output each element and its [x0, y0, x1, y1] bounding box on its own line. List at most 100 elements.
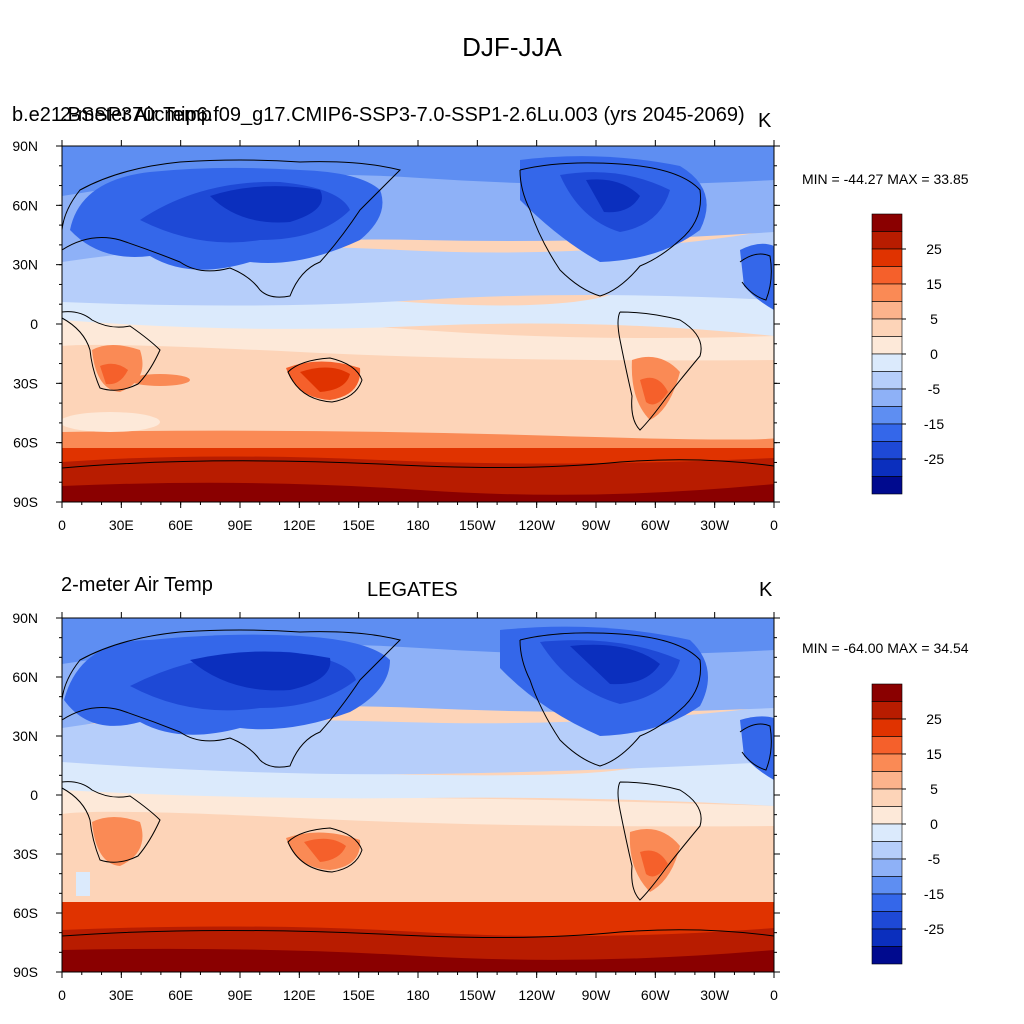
top-lat-label: 60N [12, 197, 38, 213]
bottom-colorbar-label: 25 [926, 711, 942, 727]
bottom-antarctic-max [62, 948, 774, 972]
top-lat-label: 60S [13, 435, 38, 451]
map-axes: 0 30E 60E 90E 120E 150E 180 150W 120W 90W 60W 30W 0 9… [12, 138, 780, 1003]
bottom-europe-coast [739, 723, 772, 771]
top-colorbar-box [871, 388, 903, 407]
top-namerica-coast [519, 162, 702, 297]
top-lon-label: 180 [406, 517, 430, 533]
bottom-colorbar-label: 15 [926, 746, 942, 762]
top-colorbar-box [871, 231, 903, 250]
bottom-colorbar-box [871, 718, 903, 737]
bottom-panel-left-title: 2-meter Air Temp [61, 574, 213, 596]
top-panel-minmax: MIN = -44.27 MAX = 33.85 [802, 171, 969, 187]
bottom-colorbar: 25 15 5 0 -5 -15 -25 [871, 683, 944, 965]
bottom-colorbar-box [871, 683, 903, 702]
bottom-coastlines [62, 629, 774, 939]
bottom-colorbar-box [871, 928, 903, 947]
top-colorbar-box [871, 283, 903, 302]
top-europe-edge-cold [740, 243, 774, 310]
bottom-lon-label: 60E [168, 987, 193, 1003]
bottom-colorbar-box [871, 736, 903, 755]
top-colorbar-box [871, 458, 903, 477]
top-lon-label: 90E [228, 517, 253, 533]
bottom-ocean-cool-patch [76, 872, 90, 896]
bottom-africa-south-warm [92, 817, 143, 866]
bottom-lon-label: 30W [700, 987, 730, 1003]
top-australia-core [300, 367, 350, 392]
top-lon-label: 0 [58, 517, 66, 533]
top-tropical-cool [62, 276, 774, 336]
bottom-colorbar-box [871, 806, 903, 825]
bottom-colorbar-box [871, 876, 903, 895]
top-colorbar-label: -25 [924, 451, 944, 467]
bottom-australia-coast [287, 827, 363, 873]
top-coastlines [62, 159, 774, 469]
top-samerica-hot [640, 377, 668, 405]
figure-title: DJF-JJA [462, 32, 562, 62]
bottom-colorbar-box [871, 753, 903, 772]
top-samerica-coast [617, 311, 702, 431]
bottom-colorbar-box [871, 823, 903, 842]
top-lon-label: 150E [342, 517, 375, 533]
bottom-colorbar-label: -15 [924, 886, 944, 902]
top-siberia-coldest [210, 186, 322, 223]
top-africa-coast [62, 311, 161, 391]
top-colorbar-label: -15 [924, 416, 944, 432]
bottom-panel-minmax: MIN = -64.00 MAX = 34.54 [802, 640, 969, 656]
top-colorbar-box [871, 476, 903, 495]
bottom-samerica-hot [640, 850, 668, 877]
bottom-lat-label: 30N [12, 728, 38, 744]
top-lat-label: 30S [13, 375, 38, 391]
top-eurasia-coast [62, 159, 401, 298]
top-colorbar-box [871, 248, 903, 267]
bottom-colorbar-box [871, 841, 903, 860]
bottom-map [62, 618, 774, 972]
top-lat-label: 90S [13, 494, 38, 510]
top-lon-label: 60W [641, 517, 671, 533]
top-colorbar-box [871, 301, 903, 320]
top-colorbar-box [871, 371, 903, 390]
top-australia-coast [287, 357, 363, 403]
bottom-colorbar-label: -25 [924, 921, 944, 937]
top-lon-label: 150W [459, 517, 496, 533]
top-colorbar-box [871, 441, 903, 460]
top-map [62, 146, 774, 502]
top-panel-left-title: 2-meter Air Temp [60, 104, 212, 126]
top-lon-label: 90W [582, 517, 612, 533]
bottom-lon-label: 90E [228, 987, 253, 1003]
top-canada-coldest [586, 179, 640, 213]
bottom-lon-label: 90W [582, 987, 612, 1003]
top-lon-label: 120E [283, 517, 316, 533]
top-colorbar-label: 25 [926, 241, 942, 257]
bottom-samerica-coast [617, 781, 702, 901]
top-lon-label: 30W [700, 517, 730, 533]
bottom-lon-label: 180 [406, 987, 430, 1003]
top-lon-label: 60E [168, 517, 193, 533]
bottom-colorbar-box [871, 788, 903, 807]
top-africa-hot [100, 363, 128, 385]
top-subantarctic [62, 430, 774, 448]
top-colorbar-box [871, 406, 903, 425]
bottom-lat-label: 30S [13, 846, 38, 862]
bottom-australia-hot [304, 838, 346, 862]
top-colorbar-box [871, 336, 903, 355]
top-lat-label: 0 [30, 316, 38, 332]
top-panel-units: K [758, 110, 772, 132]
top-colorbar-box [871, 213, 903, 232]
top-colorbar-label: -5 [928, 381, 941, 397]
bottom-lon-label: 60W [641, 987, 671, 1003]
bottom-colorbar-label: 5 [930, 781, 938, 797]
top-antarctica-coast [62, 459, 774, 469]
bottom-lon-label: 150E [342, 987, 375, 1003]
top-colorbar: 25 15 5 0 -5 -15 -25 [871, 213, 944, 495]
bottom-siberia-coldest [190, 651, 331, 691]
bottom-lon-label: 120W [518, 987, 555, 1003]
bottom-tropical-mild [62, 788, 774, 827]
bottom-lon-label: 0 [770, 987, 778, 1003]
top-ocean-warm-patch [130, 374, 190, 386]
top-lon-label: 0 [770, 517, 778, 533]
top-colorbar-box [871, 353, 903, 372]
bottom-lon-label: 150W [459, 987, 496, 1003]
top-lon-label: 120W [518, 517, 555, 533]
